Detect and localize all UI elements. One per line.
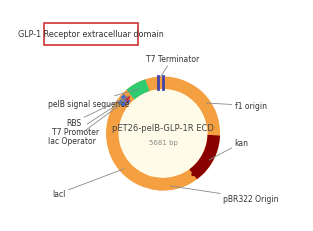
Text: kan: kan (209, 139, 249, 160)
Text: pET26-pelB-GLP-1R ECD: pET26-pelB-GLP-1R ECD (112, 124, 214, 133)
Text: T7 Promoter: T7 Promoter (52, 99, 126, 136)
Text: lacI: lacI (52, 169, 124, 198)
Text: 5681 bp: 5681 bp (149, 140, 177, 146)
Text: T7 Terminator: T7 Terminator (146, 55, 199, 78)
FancyBboxPatch shape (44, 24, 138, 46)
Circle shape (116, 87, 210, 180)
Text: GLP-1 Receptor extracelluar domain: GLP-1 Receptor extracelluar domain (18, 30, 164, 39)
Text: pelB signal sequence: pelB signal sequence (48, 90, 138, 108)
Text: lac Operator: lac Operator (48, 103, 122, 146)
Text: RBS: RBS (66, 96, 129, 127)
Text: f1 origin: f1 origin (207, 102, 267, 111)
Text: pBR322 Origin: pBR322 Origin (170, 186, 279, 203)
